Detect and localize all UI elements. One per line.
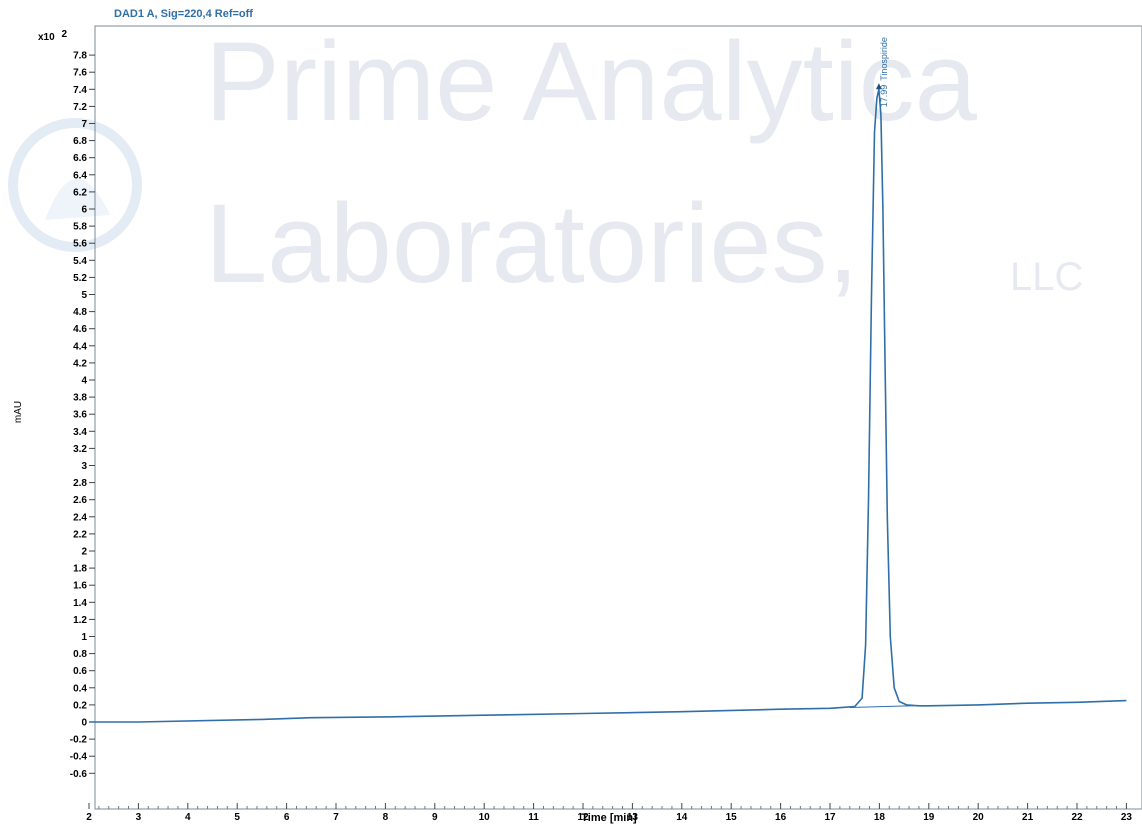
x-axis-label: Time [min] <box>581 812 637 824</box>
y-tick-label: 5 <box>81 290 87 301</box>
y-tick-label: 1 <box>81 632 87 643</box>
x-tick-label: 13 <box>627 812 639 823</box>
annotation-layer: 17.99 Tinospiride <box>875 37 889 107</box>
series-line <box>89 88 1127 723</box>
x-tick-label: 6 <box>284 812 290 823</box>
y-tick-label: 2.4 <box>73 512 87 523</box>
y-tick-label: 7 <box>81 119 87 130</box>
y-tick-label: 2.8 <box>73 478 87 489</box>
y-tick-label: 2.2 <box>73 529 87 540</box>
y-tick-label: 4 <box>81 376 87 387</box>
y-multiplier-label: x10 2 <box>38 29 67 43</box>
y-tick-label: 1.6 <box>73 581 87 592</box>
x-tick-label: 11 <box>528 812 539 823</box>
y-tick-label: 7.2 <box>73 102 87 113</box>
y-tick-label: 2.6 <box>73 495 87 506</box>
x-tick-label: 14 <box>676 812 688 823</box>
y-tick-label: 7.8 <box>73 51 87 62</box>
y-tick-label: 4.6 <box>73 324 87 335</box>
y-multiplier-exponent: 2 <box>61 29 67 40</box>
y-tick-label: 0 <box>81 718 87 729</box>
plot-frame <box>94 25 1142 810</box>
y-tick-label: 4.8 <box>73 307 87 318</box>
x-axis-ticks: 2 3 4 5 6 7 8 9 10 11 12 13 14 15 16 17 18 19 20 21 22 23 <box>86 803 1132 823</box>
x-tick-label: 20 <box>973 812 985 823</box>
watermark-logo-icon <box>8 118 142 252</box>
y-tick-label: 7.6 <box>73 68 87 79</box>
y-tick-label: 5.8 <box>73 222 87 233</box>
x-tick-label: 17 <box>824 812 836 823</box>
y-tick-label: 1.4 <box>73 598 87 609</box>
y-tick-label: 0.4 <box>73 683 87 694</box>
y-tick-label: 6.6 <box>73 153 87 164</box>
x-tick-label: 12 <box>577 812 589 823</box>
y-tick-label: 5.4 <box>73 256 87 267</box>
x-tick-label: 3 <box>136 812 142 823</box>
y-axis-label: mAU <box>13 401 24 423</box>
x-tick-label: 10 <box>479 812 491 823</box>
peak-label: 17.99 Tinospiride <box>879 37 889 107</box>
x-tick-label: 19 <box>923 812 935 823</box>
x-tick-label: 18 <box>874 812 886 823</box>
y-multiplier-base: x10 <box>38 32 55 43</box>
x-tick-label: 16 <box>775 812 787 823</box>
x-tick-label: 8 <box>383 812 389 823</box>
y-tick-label: 0.2 <box>73 700 87 711</box>
peak-marker-icon <box>875 83 882 90</box>
peak-retention-time: 17.99 <box>879 85 889 108</box>
y-tick-label: 3.8 <box>73 393 87 404</box>
x-tick-label: 21 <box>1022 812 1034 823</box>
y-tick-label: 3.2 <box>73 444 87 455</box>
x-tick-label: 4 <box>185 812 191 823</box>
y-tick-label: 6.4 <box>73 170 87 181</box>
series-layer <box>89 88 1127 723</box>
y-tick-label: -0.2 <box>70 735 88 746</box>
x-tick-label: 9 <box>432 812 438 823</box>
watermark-line1: Prime Analytica <box>205 19 978 144</box>
y-tick-label: 5.2 <box>73 273 87 284</box>
y-tick-label: 6.2 <box>73 187 87 198</box>
y-tick-label: 4.4 <box>73 341 87 352</box>
y-tick-label: 1.2 <box>73 615 87 626</box>
y-axis-ticks: -0.6 -0.4 -0.2 0 0.2 0.4 0.6 0.8 1 1.2 1.4 1.6 1.8 2 2… <box>70 51 95 780</box>
y-tick-label: 6.8 <box>73 136 87 147</box>
watermark-suffix: LLC <box>1010 255 1083 299</box>
y-tick-label: 7.4 <box>73 85 87 96</box>
watermark-logo-leaf-icon <box>45 178 110 220</box>
y-tick-label: -0.4 <box>70 752 88 763</box>
y-tick-label: 0.8 <box>73 649 87 660</box>
chart-title: DAD1 A, Sig=220,4 Ref=off <box>114 8 253 20</box>
y-tick-label: 0.6 <box>73 666 87 677</box>
y-tick-label: 3 <box>81 461 87 472</box>
integration-baseline <box>849 705 914 708</box>
watermark: Prime Analytica Laboratories, LLC <box>8 19 1083 306</box>
watermark-line2: Laboratories, <box>205 181 859 306</box>
peak-compound-name: Tinospiride <box>879 37 889 81</box>
y-tick-label: 3.6 <box>73 410 87 421</box>
x-tick-label: 22 <box>1071 812 1083 823</box>
y-tick-label: 2 <box>81 547 87 558</box>
y-tick-label: 1.8 <box>73 564 87 575</box>
y-tick-label: 4.2 <box>73 358 87 369</box>
y-tick-label: -0.6 <box>70 769 88 780</box>
x-tick-label: 23 <box>1121 812 1133 823</box>
y-tick-label: 6 <box>81 205 87 216</box>
y-tick-label: 3.4 <box>73 427 87 438</box>
y-tick-label: 5.6 <box>73 239 87 250</box>
x-tick-label: 15 <box>726 812 738 823</box>
x-tick-label: 7 <box>333 812 339 823</box>
x-tick-label: 2 <box>86 812 92 823</box>
x-tick-label: 5 <box>234 812 240 823</box>
